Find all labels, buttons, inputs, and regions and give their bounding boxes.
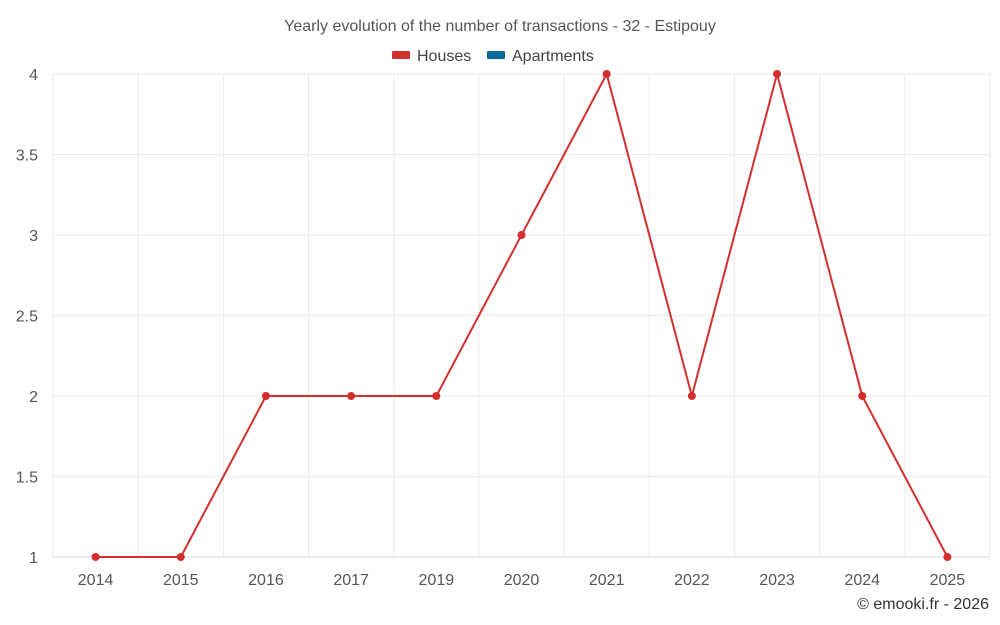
y-tick-label: 3 — [29, 228, 38, 245]
data-point[interactable] — [261, 392, 270, 400]
data-point[interactable] — [687, 392, 696, 400]
data-point[interactable] — [517, 231, 526, 239]
chart-title: Yearly evolution of the number of transa… — [284, 18, 716, 35]
y-axis: 1 1.5 2 2.5 3 3.5 4 — [16, 67, 38, 567]
credit-text: © emooki.fr - 2026 — [857, 596, 989, 613]
series-layer — [91, 70, 952, 561]
data-point[interactable] — [858, 392, 867, 400]
data-point[interactable] — [943, 553, 952, 561]
x-tick-label: 2014 — [78, 572, 114, 589]
x-tick-label: 2022 — [674, 572, 710, 589]
legend-item-houses[interactable]: Houses — [392, 48, 471, 65]
legend: Houses Apartments — [392, 48, 594, 65]
legend-label-houses: Houses — [417, 48, 471, 65]
x-tick-label: 2017 — [333, 572, 369, 589]
x-tick-label: 2019 — [419, 572, 455, 589]
legend-swatch-houses — [392, 51, 410, 59]
x-axis: 2014 2015 2016 2017 2019 2020 2021 2022 2023 2024… — [53, 556, 990, 589]
data-point[interactable] — [347, 392, 356, 400]
x-tick-label: 2015 — [163, 572, 199, 589]
y-tick-label: 4 — [29, 67, 38, 84]
data-point[interactable] — [91, 553, 100, 561]
grid — [52, 73, 991, 558]
x-tick-label: 2023 — [759, 572, 795, 589]
x-tick-label: 2020 — [504, 572, 540, 589]
x-tick-label: 2016 — [248, 572, 284, 589]
legend-item-apartments[interactable]: Apartments — [487, 48, 594, 65]
y-tick-label: 1 — [29, 550, 38, 567]
data-point[interactable] — [773, 70, 782, 78]
y-tick-label: 1.5 — [16, 470, 38, 487]
y-tick-label: 2 — [29, 389, 38, 406]
y-tick-label: 2.5 — [16, 309, 38, 326]
x-tick-label: 2021 — [589, 572, 625, 589]
data-point[interactable] — [176, 553, 185, 561]
x-tick-label: 2025 — [930, 572, 966, 589]
legend-swatch-apartments — [487, 51, 505, 59]
legend-label-apartments: Apartments — [512, 48, 594, 65]
x-tick-label: 2024 — [844, 572, 880, 589]
y-tick-label: 3.5 — [16, 148, 38, 165]
data-point[interactable] — [432, 392, 441, 400]
data-point[interactable] — [602, 70, 611, 78]
